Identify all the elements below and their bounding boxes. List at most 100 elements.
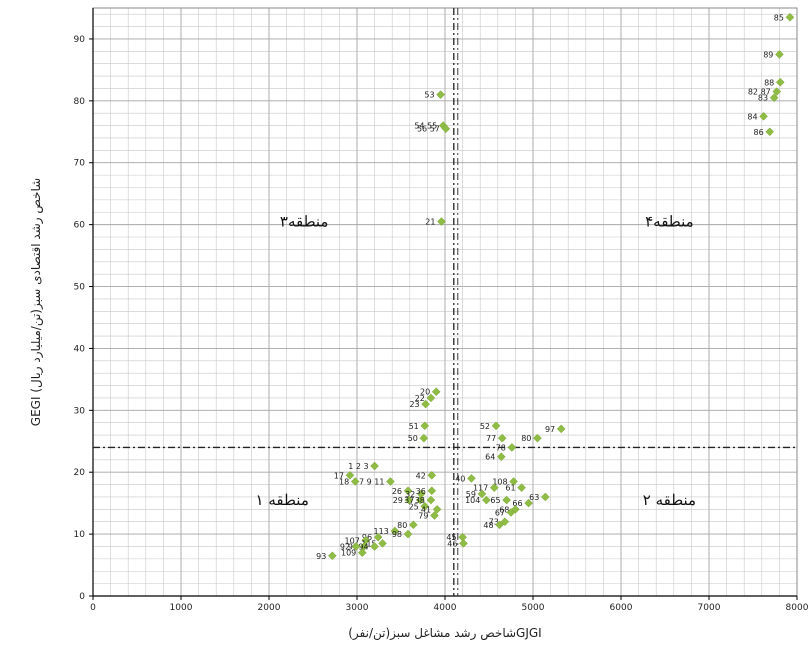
data-point-label: 104 [465,496,480,505]
data-point-label: 50 [408,434,418,443]
data-point-marker [404,495,414,505]
data-point-label: 25 [409,502,419,511]
data-point-label: 107 [345,536,360,545]
data-point-marker [403,529,413,539]
data-point-label: 53 [424,91,434,100]
data-point-marker [345,470,355,480]
data-point-label: 51 [409,422,419,431]
data-point-label: 38 [415,496,425,505]
data-point-label: 83 [758,94,768,103]
data-point-marker [386,477,395,486]
data-point-label: 67 [495,508,505,517]
data-point-label: 59 [466,490,476,499]
data-point-label: 68 [499,505,509,514]
data-point-marker [502,495,511,505]
data-point-marker [427,486,437,496]
data-point-label: 23 [409,400,419,409]
data-point-marker [373,532,383,542]
data-point-marker [769,93,779,103]
data-point-label: 80 [397,521,407,530]
data-point-marker [419,433,429,443]
data-point-label: 117 [473,484,488,493]
data-point-marker [540,492,550,502]
data-point-label: 1 2 3 [348,462,368,471]
data-point-label: 32 [405,490,415,499]
data-point-marker [350,477,360,486]
data-point-marker [507,443,517,452]
data-point-label: 41 [421,505,431,514]
y-tick-label: 30 [74,406,86,416]
data-point-label: 92 [340,542,350,551]
y-axis-title: GEGI شاخص رشد اقتصادی سبز(تن/میلیارد ریا… [29,178,44,426]
y-tick-label: 50 [74,283,86,293]
data-point-marker [426,393,436,403]
data-point-marker [421,399,430,409]
data-point-marker [416,495,425,505]
data-point-label: 98 [392,530,402,539]
region-label-3: منطقه۳ [280,213,329,231]
data-point-marker [524,498,533,508]
data-point-marker [477,489,487,499]
data-point-label: 78 [496,443,506,452]
data-point-marker [495,520,504,530]
data-point-marker [431,387,441,397]
data-point-marker [533,433,542,443]
data-point-label: 86 [754,128,764,137]
data-point-marker [759,111,768,121]
x-tick-label: 7000 [698,603,721,613]
y-tick-label: 0 [79,592,85,602]
data-point-label: 36 [416,487,426,496]
x-tick-label: 3000 [346,603,369,613]
data-point-marker [482,495,491,505]
data-point-label: 93 [316,552,326,561]
y-tick-label: 20 [74,468,86,478]
x-tick-label: 6000 [610,603,633,613]
data-point-marker [765,127,775,137]
data-point-label: 40 [455,474,465,483]
data-point-label: 85 [774,13,784,22]
x-tick-label: 0 [90,603,96,613]
data-point-label: 52 [480,422,490,431]
data-point-label: 64 [485,453,495,462]
data-point-marker [441,124,451,134]
data-point-label: 109 [341,549,356,558]
data-point-marker [775,50,784,59]
data-point-marker [775,77,785,87]
data-point-marker [467,474,476,483]
region-labels: منطقه ۱ منطقه ۲ منطقه۳ منطقه۴ [256,213,697,510]
data-point-label: 20 [420,388,430,397]
data-point-label: 94 [358,542,368,551]
data-point-label: 7 9 11 [359,477,384,486]
data-point-label: 54 55 [414,122,437,131]
data-point-label: 42 [416,471,426,480]
data-point-marker [328,551,337,561]
data-point-label: 63 [529,493,539,502]
data-point-label: 46 [447,539,457,548]
data-point-label: 65 [490,496,500,505]
data-point-marker [489,483,499,493]
data-point-label: 80 [521,434,531,443]
data-point-marker [427,470,437,480]
data-point-label: 97 [545,425,555,434]
x-tick-label: 4000 [434,603,457,613]
data-point-label: 21 [425,218,435,227]
data-point-label: 113 [374,527,389,536]
data-point-label: 29 [393,496,403,505]
region-label-2: منطقه ۲ [643,491,696,509]
data-point-label: 108 [492,477,507,486]
quadrant-dividers [93,8,797,596]
y-tick-label: 60 [74,221,86,231]
data-point-marker [772,87,782,96]
data-point-marker [420,501,430,511]
data-point-label: 18 [339,477,349,486]
data-point-marker [357,548,367,558]
data-point-label: 61 [505,484,515,493]
data-point-label: 84 [747,112,757,121]
data-point-marker [426,495,436,505]
x-tick-label: 8000 [786,603,809,613]
y-tick-label: 70 [74,159,86,169]
data-point-marker [351,542,361,551]
data-point-marker [436,90,445,100]
data-point-label: 77 [486,434,496,443]
